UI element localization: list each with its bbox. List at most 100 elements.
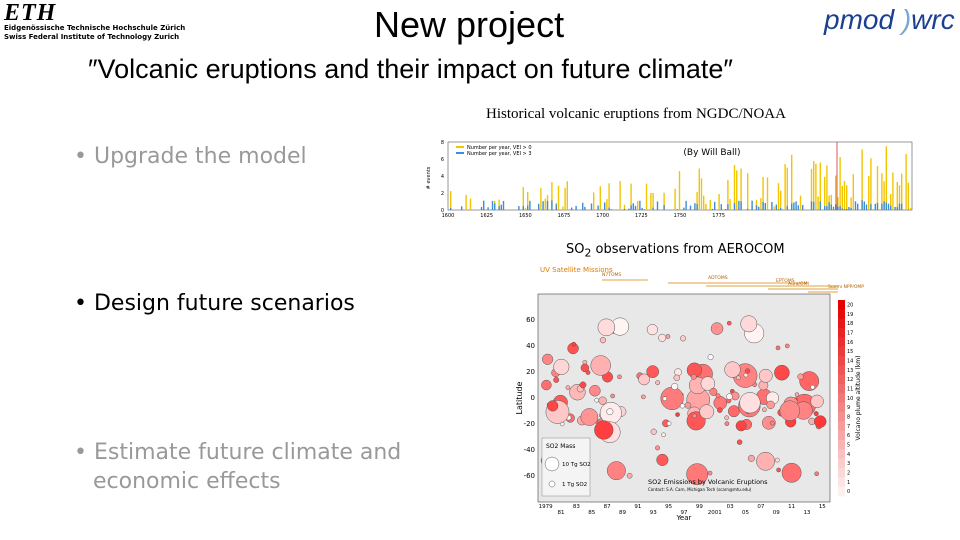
bar-deco <box>522 187 524 210</box>
bar-deco <box>799 195 802 210</box>
bubble-deco <box>744 368 751 374</box>
bar-deco <box>498 206 500 210</box>
bar-deco <box>848 206 850 210</box>
caption: Historical volcanic eruptions from NGDC/… <box>486 106 786 122</box>
bar-deco <box>876 202 879 210</box>
colorbar-tick: 16 <box>847 340 853 346</box>
bubble-deco <box>781 462 802 483</box>
bar-deco <box>522 205 524 210</box>
bubble-deco <box>650 428 657 435</box>
bar-deco <box>727 179 729 210</box>
bar-deco <box>857 203 859 210</box>
bar-deco <box>599 186 601 210</box>
bubble-deco <box>775 345 781 351</box>
bubble-deco <box>594 397 599 403</box>
bubble-deco <box>547 400 559 412</box>
bar-deco <box>824 176 826 210</box>
bubble-deco <box>715 393 721 399</box>
bubble-deco <box>580 363 590 373</box>
bar-deco <box>861 200 863 210</box>
bubble-deco <box>571 341 577 347</box>
bar-deco <box>628 208 630 210</box>
bar-deco <box>566 181 568 210</box>
bar-deco <box>883 201 885 210</box>
bubble-deco <box>606 461 626 481</box>
bar-deco <box>846 209 848 210</box>
bar-deco <box>826 206 828 210</box>
colorbar-tick: 2 <box>847 471 850 477</box>
bar-deco <box>881 173 883 210</box>
bar-deco <box>705 203 707 210</box>
bubble-deco <box>794 392 800 397</box>
bar-deco <box>619 181 621 210</box>
bubble-deco <box>717 407 723 413</box>
bar-deco <box>786 205 788 210</box>
colorbar-tick: 6 <box>847 433 850 439</box>
bar-deco <box>643 209 645 210</box>
bar-deco <box>795 201 797 210</box>
bubble-deco <box>769 420 775 426</box>
bar-deco <box>751 200 753 210</box>
bar-deco <box>483 200 485 210</box>
bubble-deco <box>747 454 755 462</box>
colorbar-tick: 7 <box>847 424 850 430</box>
bar-deco <box>850 197 852 210</box>
bar-deco <box>450 207 452 210</box>
bar-deco <box>907 209 909 210</box>
bubble-deco <box>594 420 614 440</box>
bar-deco <box>758 206 760 210</box>
bar-deco <box>461 206 463 210</box>
bar-deco <box>487 207 489 210</box>
bar-deco <box>905 153 907 210</box>
bar-deco <box>837 206 839 210</box>
bar-deco <box>450 191 452 210</box>
bubble-deco <box>675 412 680 417</box>
bar-deco <box>832 206 835 210</box>
bubble-deco <box>666 421 672 426</box>
mission-label: EPTOMS <box>776 278 795 284</box>
bar-deco <box>500 204 502 210</box>
mass-symbol <box>548 480 556 488</box>
colorbar-cell <box>838 356 845 366</box>
y-axis-label: Latitude <box>515 381 524 414</box>
bar-deco <box>815 163 817 210</box>
bar-deco <box>639 200 641 210</box>
bubble-deco <box>674 368 682 377</box>
colorbar-tick: 10 <box>847 396 853 402</box>
bubble-deco <box>810 394 824 409</box>
bar-deco <box>896 207 898 210</box>
bubble-deco <box>743 372 749 378</box>
bar-deco <box>839 206 841 210</box>
bar-deco <box>782 209 784 210</box>
bubble-deco <box>810 384 815 390</box>
colorbar-tick: 0 <box>847 489 850 495</box>
bar-deco <box>813 201 815 210</box>
bar-deco <box>546 200 549 210</box>
bubble-deco <box>673 374 680 382</box>
y-tick-label: 2 <box>441 191 444 197</box>
bubble-deco <box>813 411 819 417</box>
bar-deco <box>527 205 529 210</box>
bar-deco <box>542 201 544 210</box>
y-tick-label: 0 <box>441 208 444 214</box>
bar-deco <box>538 203 540 210</box>
colorbar-cell <box>838 309 845 320</box>
bubble-deco <box>762 407 767 412</box>
bubble-deco <box>680 335 687 342</box>
bar-deco <box>709 199 711 210</box>
bubble-deco <box>626 472 633 479</box>
bullet: • Upgrade the model <box>74 144 307 169</box>
colorbar-cell <box>838 412 845 422</box>
y-tick-label: 60 <box>526 316 535 324</box>
colorbar-tick: 1 <box>847 480 850 486</box>
colorbar-cell <box>838 430 845 441</box>
x-tick-label: 97 <box>681 510 688 516</box>
bar-deco <box>887 203 890 210</box>
x-tick-label: 2001 <box>708 510 722 516</box>
bullet: • Design future scenarios <box>74 291 355 316</box>
bubble-deco <box>579 381 587 389</box>
x-tick-label: 91 <box>634 504 641 510</box>
credit: (By Will Ball) <box>683 148 740 158</box>
bar-deco <box>892 172 894 210</box>
